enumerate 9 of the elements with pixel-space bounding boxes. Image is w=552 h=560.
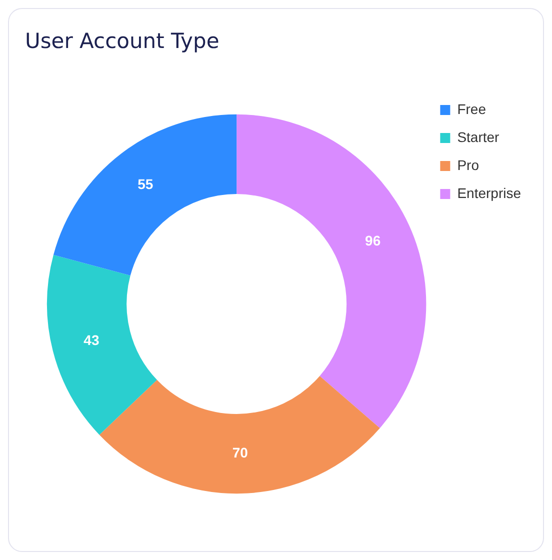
legend-label: Free [457,100,486,117]
data-label: 43 [84,332,100,348]
data-label: 55 [138,176,154,192]
data-label: 96 [365,232,381,249]
legend-label: Starter [457,128,500,145]
chart-title: User Account Type [25,29,220,53]
data-label: 70 [232,444,248,461]
legend-label: Pro [457,156,480,173]
legend-label: Enterprise [457,184,522,201]
